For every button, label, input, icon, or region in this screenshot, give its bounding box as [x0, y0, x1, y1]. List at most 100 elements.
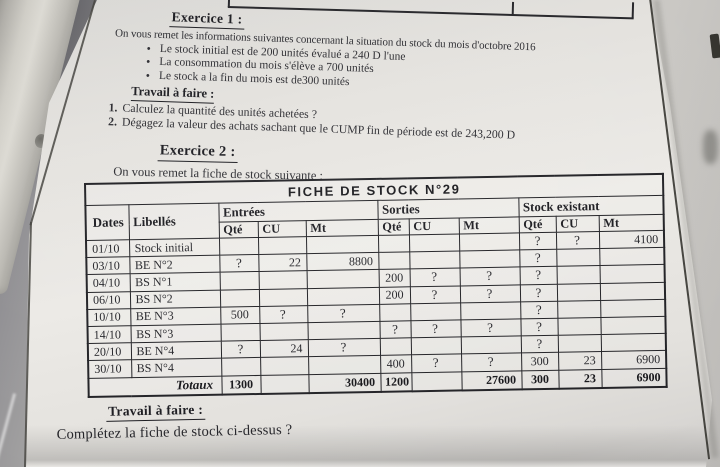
cell-entrees-cu: [259, 322, 308, 341]
cell-entrees-qte: [220, 323, 260, 342]
table-subheader-row: Qté CU Mt Qté CU Mt Qté CU Mt: [86, 214, 664, 240]
bullet-text: La consommation du mois s'élève a 700 un…: [159, 56, 374, 76]
cell-sorties-cu: ?: [411, 354, 462, 373]
cell-stock-mt: 6900: [601, 350, 667, 369]
cell-stock-cu: [557, 317, 601, 336]
bullet-text: Le stock a la fin du mois est de300 unit…: [158, 69, 350, 88]
cell-stock-mt: [599, 281, 666, 301]
exercise1-task-list: 1. Calculez la quantité des unités acheté…: [108, 100, 673, 147]
cell-entrees-cu: [260, 356, 309, 375]
bullet-dot-icon: •: [145, 54, 151, 69]
col-header-qte: Qté: [377, 218, 409, 236]
cell-stock-qte: ?: [520, 301, 558, 319]
exercise2-intro: On vous remet la fiche de stock suivante…: [113, 164, 324, 183]
remnant-line: [511, 1, 515, 15]
col-header-mt: Mt: [598, 214, 664, 232]
cell-entrees-qte: ?: [220, 340, 261, 359]
cell-date: 10/10: [87, 308, 131, 327]
cell-entrees-mt: [305, 235, 379, 254]
bullet-dot-icon: •: [145, 68, 151, 83]
col-group-stock-existant: Stock existant: [518, 195, 664, 217]
cell-stock-mt: [600, 333, 667, 352]
cell-sorties-mt: [458, 232, 520, 252]
col-group-sorties: Sorties: [377, 197, 519, 220]
cell-totaux-label: Totaux: [88, 375, 222, 397]
footer-task: Complétez la fiche de stock ci-dessus ?: [56, 421, 293, 443]
col-group-entrees: Entrées: [218, 200, 378, 223]
cell-sorties-mt: ?: [459, 284, 521, 303]
cell-entrees-mt: [307, 321, 380, 340]
cell-sorties-qte: [378, 252, 410, 270]
table-row: 03/10 BE N°2? 22 8800?: [86, 247, 665, 275]
cell-stock-qte: ?: [520, 318, 558, 337]
cell-entrees-qte: [219, 271, 259, 290]
cell-entrees-qte: [221, 357, 261, 376]
cell-stock-cu: [557, 334, 602, 353]
cell-libelle: BE N°2: [129, 255, 220, 275]
cell-sorties-qte: ?: [379, 320, 411, 339]
col-header-mt: Mt: [305, 219, 378, 237]
cell-libelle: Stock initial: [128, 238, 220, 257]
cell-entrees-mt: ?: [307, 304, 380, 323]
cell-libelle: BS N°4: [131, 358, 222, 378]
col-header-qte: Qté: [218, 221, 258, 239]
table-row: 14/10 BS N°3????: [87, 316, 666, 344]
col-header-cu: CU: [408, 217, 459, 235]
cell-entrees-qte: [219, 289, 260, 307]
col-header-mt: Mt: [458, 216, 519, 234]
cell-entrees-qte: 500: [220, 306, 260, 325]
table-row: 30/10 BS N°4 400?? 300 23 6900: [88, 350, 667, 378]
table-row: 06/10 BS N°2 200???: [86, 281, 666, 310]
cell-entrees-cu: [258, 271, 307, 290]
cell-sorties-qte: [379, 337, 412, 356]
cell-stock-mt: [600, 299, 666, 318]
cell-stock-mt: 4100: [598, 230, 665, 249]
cell-sorties-mt: [459, 250, 520, 269]
cell-total-sorties-mt: 27600: [461, 370, 522, 390]
cell-stock-qte: 300: [521, 352, 559, 371]
cell-entrees-mt: 8800: [306, 252, 379, 272]
cell-stock-cu: [556, 248, 600, 267]
bullet-item: • Le stock a la fin du mois est de300 un…: [145, 68, 673, 100]
cell-libelle: BE N°3: [130, 306, 221, 326]
cell-total-sorties-qte: 1200: [380, 372, 412, 392]
cell-entrees-cu: 24: [259, 339, 309, 358]
cell-sorties-cu: ?: [409, 268, 460, 287]
cell-sorties-cu: [410, 302, 461, 321]
footer-section: Travail à faire : Complétez la fiche de …: [50, 395, 471, 444]
cell-stock-cu: 23: [558, 351, 602, 370]
bullet-dot-icon: •: [146, 41, 152, 56]
table-row: 10/10 BE N°3 500???: [87, 299, 666, 327]
exercise2-section: Exercice 2 : On vous remet la fiche de s…: [95, 140, 526, 188]
cell-entrees-qte: ?: [219, 254, 259, 273]
cell-total-entrees-cu: [260, 374, 309, 394]
cell-sorties-mt: [460, 336, 522, 355]
bullet-item: • Le stock initial est de 200 unités éva…: [146, 41, 674, 73]
cell-stock-qte: ?: [519, 249, 557, 268]
remnant-line: [227, 5, 634, 20]
cell-stock-cu: ?: [555, 231, 600, 250]
col-header-libelles: Libellés: [128, 203, 219, 240]
cell-sorties-mt: ?: [461, 353, 522, 372]
task-text: Dégagez la valeur des achats sachant que…: [121, 114, 516, 142]
right-edge-smudge: [703, 130, 718, 164]
cell-stock-qte: ?: [519, 266, 557, 285]
cell-date: 04/10: [86, 274, 130, 293]
cell-stock-mt: [599, 264, 665, 284]
cell-sorties-qte: 200: [378, 286, 411, 305]
right-edge-mark: [709, 33, 720, 59]
cell-total-stock-cu: 23: [558, 368, 602, 389]
cell-sorties-mt: ?: [459, 267, 520, 286]
travail-a-faire-title: Travail à faire :: [130, 84, 215, 104]
col-header-cu: CU: [257, 220, 306, 238]
cell-stock-mt: [599, 247, 665, 266]
table-title: FICHE DE STOCK N°29: [85, 173, 664, 206]
cell-stock-cu: [556, 283, 601, 302]
task-text: Calculez la quantité des unités achetées…: [122, 100, 318, 122]
cell-date: 03/10: [86, 256, 130, 275]
exercise1-bullet-list: • Le stock initial est de 200 unités éva…: [145, 41, 674, 100]
cell-date: 14/10: [87, 325, 131, 344]
cell-entrees-mt: ?: [307, 338, 381, 357]
